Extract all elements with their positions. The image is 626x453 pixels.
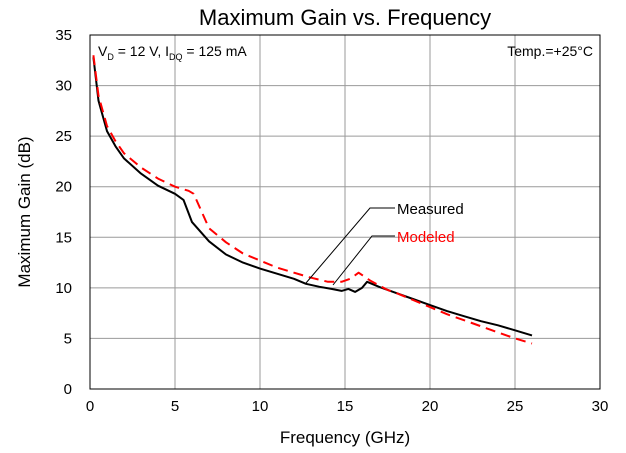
grid-lines [89, 34, 601, 390]
x-tick-label: 5 [171, 398, 179, 415]
legend-callouts: Measured Modeled [305, 201, 464, 286]
y-tick-labels: 0 5 10 15 20 25 30 35 [55, 27, 72, 398]
x-tick-label: 15 [337, 398, 354, 415]
x-axis-label: Frequency (GHz) [280, 428, 410, 447]
chart-title: Maximum Gain vs. Frequency [199, 5, 491, 30]
x-tick-label: 30 [592, 398, 609, 415]
measured-callout-leader [305, 207, 395, 284]
idq-value: = 125 mA [182, 43, 247, 59]
vd-subscript: D [107, 52, 114, 62]
series-line-modeled [92, 55, 533, 345]
y-tick-label: 20 [55, 179, 72, 196]
conditions-annotation: VD = 12 V, IDQ = 125 mA [98, 43, 247, 62]
x-tick-label: 10 [252, 398, 269, 415]
idq-subscript: DQ [169, 52, 183, 62]
vd-value: = 12 V, [114, 43, 165, 59]
y-axis-label: Maximum Gain (dB) [15, 136, 34, 287]
x-tick-label: 20 [422, 398, 439, 415]
y-tick-label: 15 [55, 229, 72, 246]
y-tick-label: 25 [55, 128, 72, 145]
temperature-annotation: Temp.=+25°C [507, 43, 593, 59]
series-layer [92, 55, 533, 345]
y-tick-label: 10 [55, 280, 72, 297]
vd-symbol: V [98, 43, 108, 59]
y-tick-label: 30 [55, 78, 72, 95]
legend-modeled-label: Modeled [397, 229, 455, 246]
x-tick-label: 25 [507, 398, 524, 415]
idq-symbol: I [165, 43, 169, 59]
x-tick-label: 0 [86, 398, 94, 415]
modeled-callout-leader [332, 235, 395, 286]
x-tick-labels: 0 5 10 15 20 25 30 [86, 398, 609, 415]
y-tick-label: 5 [64, 330, 72, 347]
y-tick-label: 0 [64, 381, 72, 398]
plot-frame [89, 34, 601, 390]
legend-measured-label: Measured [397, 201, 464, 218]
series-line-measured [92, 57, 533, 337]
y-tick-label: 35 [55, 27, 72, 44]
